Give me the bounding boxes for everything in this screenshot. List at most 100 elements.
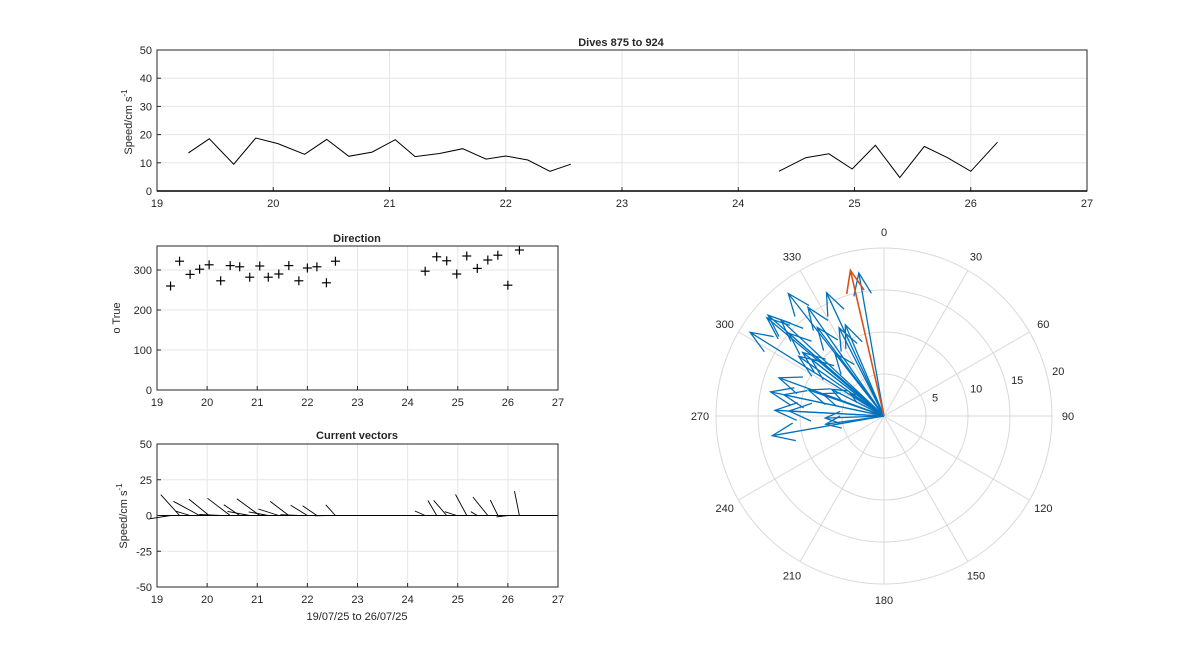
polar-vector-shaft	[825, 415, 885, 425]
polar-vector-head	[830, 388, 849, 403]
vectors-plot-ylabel: Speed/cm s-1	[115, 483, 130, 549]
polar-plot: 0 30 60 90 120 150 180 210 240 270 300 330 5 10 15 20	[691, 227, 1074, 607]
direction-point	[503, 280, 513, 290]
polar-vector	[820, 392, 885, 417]
vector-stick	[188, 498, 210, 516]
direction-point	[235, 262, 245, 272]
direction-points	[166, 245, 524, 291]
direction-plot-xtick-label: 19	[151, 397, 163, 409]
vectors-plot: Current vectors 19 20 21 22 23 24 25 26 27 -50 -25…	[115, 430, 564, 623]
polar-vector	[779, 318, 885, 417]
polar-vector-shaft	[825, 415, 885, 419]
direction-point	[204, 260, 214, 270]
polar-vector-head	[823, 410, 841, 425]
direction-point	[420, 266, 430, 276]
polar-spoke	[738, 331, 885, 417]
polar-angle-label: 330	[783, 252, 801, 264]
polar-angle-label: 240	[716, 503, 734, 515]
direction-point	[166, 281, 176, 291]
polar-vector-head	[825, 291, 845, 317]
direction-point	[274, 269, 284, 279]
direction-plot-ytick-label: 300	[134, 265, 152, 277]
polar-vector-head	[768, 387, 795, 406]
polar-vector-shaft	[810, 358, 885, 417]
polar-vector	[824, 415, 885, 429]
speed-plot-xtick-label: 22	[500, 198, 512, 210]
vectors-plot-xtick-label: 22	[301, 594, 313, 606]
speed-plot-ytick-label: 0	[146, 186, 152, 198]
speed-plot-xtick-label: 27	[1081, 198, 1093, 210]
direction-plot-xtick-label: 26	[502, 397, 514, 409]
polar-spoke	[883, 415, 969, 562]
speed-line-segment	[188, 137, 571, 172]
direction-plot-xtick-label: 23	[351, 397, 363, 409]
speed-plot-xtick-label: 25	[848, 198, 860, 210]
vector-stick	[325, 504, 336, 516]
polar-vector	[782, 389, 885, 417]
vectors-plot-xtick-label: 21	[251, 594, 263, 606]
direction-point	[452, 269, 462, 279]
polar-vector-head	[816, 325, 839, 351]
vectors-plot-xtick-label: 25	[452, 594, 464, 606]
polar-vector-shaft	[788, 332, 885, 417]
vector-stick	[248, 511, 269, 516]
polar-vector-head	[787, 292, 810, 317]
vector-stick	[148, 515, 171, 520]
polar-vector-head	[787, 332, 812, 355]
polar-radius-label: 20	[1052, 366, 1064, 378]
polar-vector-head	[806, 305, 829, 331]
polar-spoke	[883, 415, 1030, 501]
direction-point	[321, 278, 331, 288]
direction-plot: Direction 19 20 21 22 23 24 25 26 27 0 100 200 300 o…	[111, 233, 564, 409]
polar-vector-shaft	[783, 394, 885, 417]
polar-vector	[844, 323, 885, 417]
direction-point	[185, 269, 195, 279]
vector-stick	[455, 494, 468, 516]
polar-vector	[770, 415, 885, 442]
speed-line	[188, 137, 998, 179]
vector-stick	[427, 500, 438, 516]
polar-vector-head	[765, 316, 790, 340]
direction-point	[263, 272, 273, 282]
polar-vector-head	[853, 271, 872, 297]
vectors-plot-ytick-label: 25	[140, 475, 152, 487]
speed-plot-ylabel: Speed/cm s-1	[120, 89, 135, 155]
speed-plot-ytick-label: 10	[140, 158, 152, 170]
polar-vectors	[748, 271, 885, 442]
speed-line-segment	[778, 141, 998, 179]
vector-stick	[290, 504, 308, 516]
vector-stick	[258, 508, 279, 516]
direction-point	[195, 264, 205, 274]
vector-stick	[207, 497, 231, 516]
polar-spoke	[883, 331, 1030, 417]
polar-spoke	[799, 270, 885, 417]
polar-angle-label: 270	[691, 411, 709, 423]
direction-plot-xtick-label: 20	[201, 397, 213, 409]
direction-point	[175, 256, 185, 266]
vector-sticks	[148, 491, 558, 520]
polar-vector-head	[824, 415, 842, 429]
polar-radius-label: 10	[970, 384, 982, 396]
polar-vector-shaft	[749, 331, 885, 417]
vectors-plot-ytick-label: 50	[140, 439, 152, 451]
polar-vector	[806, 305, 885, 417]
direction-point	[483, 255, 493, 265]
polar-vector-shaft	[825, 292, 885, 417]
direction-point	[472, 263, 482, 273]
polar-vector-head	[748, 331, 774, 353]
polar-vector-shaft	[822, 392, 885, 417]
polar-vector-head	[766, 314, 791, 337]
vector-stick	[489, 499, 499, 516]
polar-radius-label: 5	[932, 392, 938, 404]
polar-vector	[825, 291, 885, 417]
polar-spoke	[883, 270, 969, 417]
speed-plot-xtick-label: 23	[616, 198, 628, 210]
polar-angle-label: 90	[1062, 411, 1074, 423]
polar-vector-shaft	[780, 319, 885, 417]
vectors-plot-ytick-label: -25	[136, 546, 152, 558]
vectors-plot-xtick-label: 27	[552, 594, 564, 606]
direction-point	[514, 245, 524, 255]
polar-mean-arrow	[845, 268, 885, 417]
direction-plot-ytick-label: 200	[134, 305, 152, 317]
direction-point	[294, 276, 304, 286]
